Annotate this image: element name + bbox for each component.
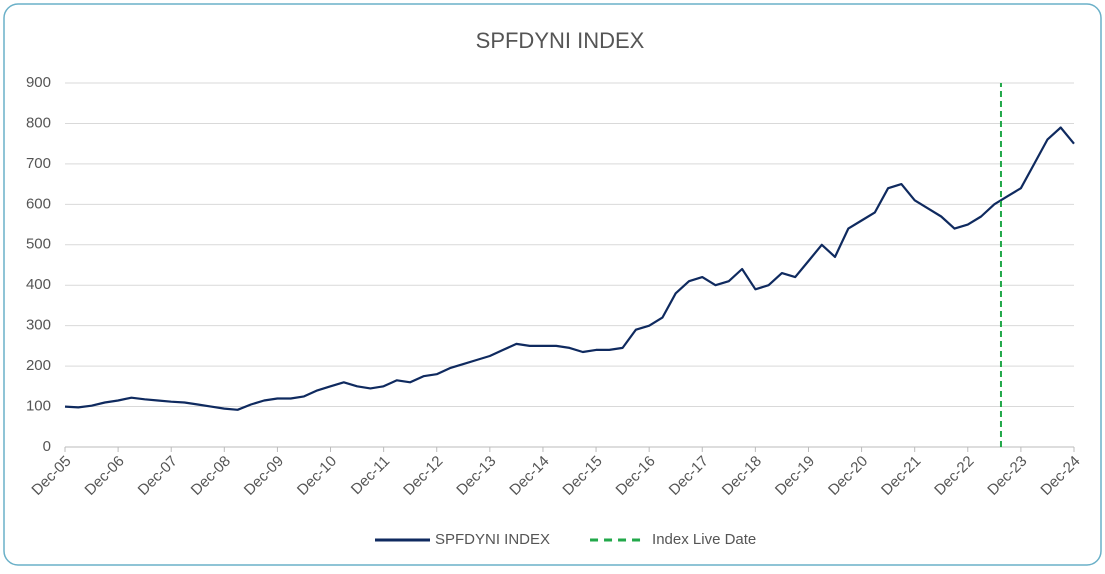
y-tick-label: 100 bbox=[26, 398, 51, 415]
y-tick-label: 600 bbox=[26, 195, 51, 212]
chart-frame bbox=[3, 3, 1102, 566]
y-tick-label: 800 bbox=[26, 114, 51, 131]
legend-label: SPFDYNI INDEX bbox=[435, 531, 550, 548]
series-line bbox=[64, 126, 1075, 411]
y-tick-label: 300 bbox=[26, 317, 51, 334]
y-tick-label: 200 bbox=[26, 357, 51, 374]
chart-title: SPFDYNI INDEX bbox=[476, 28, 645, 53]
y-tick-label: 0 bbox=[43, 438, 51, 455]
y-tick-label: 400 bbox=[26, 276, 51, 293]
y-tick-label: 900 bbox=[26, 74, 51, 91]
y-tick-label: 700 bbox=[26, 155, 51, 172]
legend-label: Index Live Date bbox=[652, 531, 756, 548]
y-tick-label: 500 bbox=[26, 236, 51, 253]
